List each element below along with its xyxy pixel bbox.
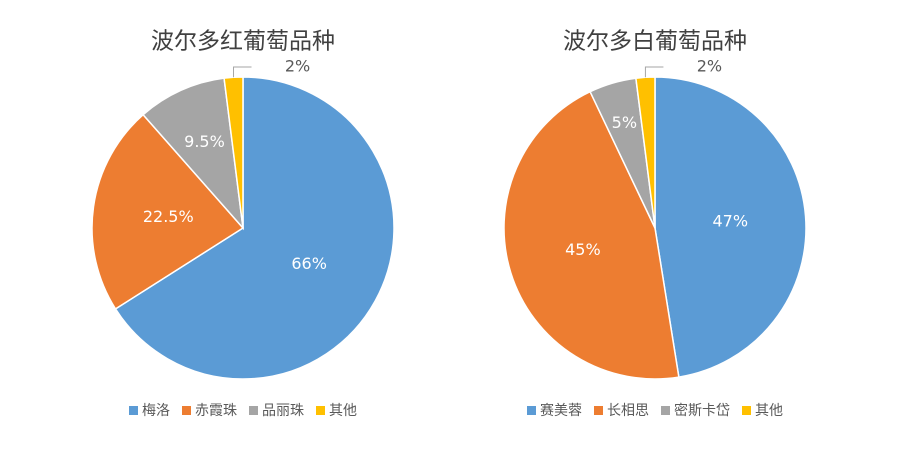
- legend-swatch: [129, 406, 138, 415]
- legend-label: 密斯卡岱: [674, 402, 730, 419]
- pie-slice: [114, 76, 395, 380]
- legend-swatch: [594, 406, 603, 415]
- pie-slice: [142, 77, 245, 231]
- data-label: 2%: [697, 57, 722, 76]
- pie-slice: [223, 76, 244, 229]
- legend-swatch: [182, 406, 191, 415]
- legend-label: 其他: [755, 403, 783, 419]
- legend-swatch: [661, 406, 670, 415]
- legend-label: 其他: [329, 403, 357, 419]
- pie-slice: [503, 90, 680, 380]
- legend-label: 梅洛: [142, 403, 170, 419]
- legend-swatch: [742, 406, 751, 415]
- legend-label: 长相思: [607, 403, 649, 419]
- legend-label: 赤霞珠: [195, 403, 237, 419]
- data-label: 45%: [565, 240, 601, 259]
- legend-label: 品丽珠: [262, 403, 304, 419]
- pie-slice: [635, 76, 656, 229]
- pie-slice: [654, 76, 807, 378]
- data-label: 2%: [285, 57, 310, 76]
- leader-line: [233, 66, 252, 78]
- legend-swatch: [527, 406, 536, 415]
- data-label: 9.5%: [184, 132, 225, 151]
- leader-line: [644, 66, 664, 78]
- data-label: 47%: [712, 212, 748, 231]
- chart-title: 波尔多白葡萄品种: [563, 29, 747, 55]
- chart-title: 波尔多红葡萄品种: [151, 29, 335, 55]
- legend-label: 赛美蓉: [540, 403, 582, 419]
- legend-swatch: [249, 406, 258, 415]
- pie-slice: [91, 113, 245, 310]
- legend-swatch: [316, 406, 325, 415]
- data-label: 5%: [612, 113, 637, 132]
- data-label: 22.5%: [143, 207, 194, 226]
- data-label: 66%: [291, 254, 327, 273]
